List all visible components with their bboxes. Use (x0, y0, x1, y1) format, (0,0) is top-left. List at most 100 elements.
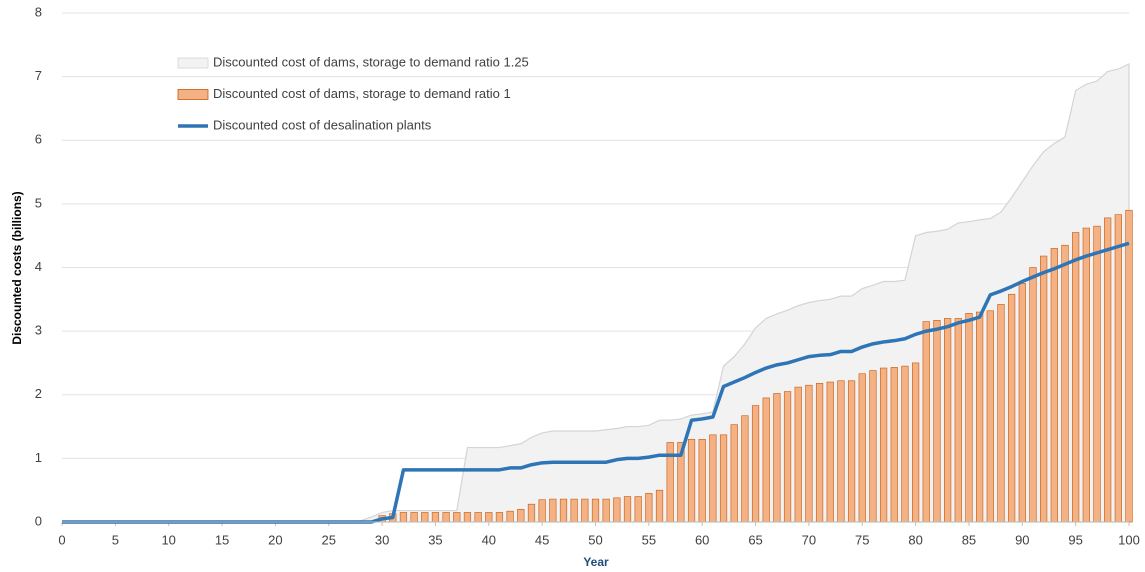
bar (1018, 283, 1026, 523)
bar (933, 320, 941, 523)
bar (453, 512, 461, 523)
x-tick-label: 60 (695, 532, 709, 547)
bar (1082, 227, 1090, 523)
legend-label: Discounted cost of dams, storage to dema… (213, 54, 529, 69)
bar (421, 512, 429, 523)
x-tick-label: 65 (748, 532, 762, 547)
bar (847, 380, 856, 523)
y-tick-label: 8 (35, 4, 42, 19)
x-tick-label: 45 (535, 532, 549, 547)
x-tick-label: 5 (112, 532, 119, 547)
bar (1104, 217, 1112, 523)
bar (506, 510, 514, 523)
bar (645, 493, 653, 523)
bar (602, 498, 610, 523)
bar (623, 496, 632, 523)
bar (431, 512, 440, 523)
bar (751, 405, 760, 523)
bar (997, 304, 1005, 523)
bar (911, 362, 920, 523)
bar (538, 499, 546, 523)
y-tick-label: 1 (35, 450, 42, 465)
bar (719, 434, 728, 523)
y-tick-label: 6 (35, 132, 42, 147)
bar (783, 391, 792, 523)
x-tick-label: 50 (588, 532, 602, 547)
legend-swatch (177, 57, 209, 69)
y-tick-label: 0 (35, 513, 42, 528)
x-tick-label: 90 (1015, 532, 1029, 547)
x-tick-label: 80 (908, 532, 922, 547)
bar (1008, 293, 1016, 523)
y-tick-label: 3 (35, 323, 42, 338)
x-tick-label: 85 (962, 532, 976, 547)
legend: Discounted cost of dams, storage to dema… (177, 54, 529, 132)
bar (613, 497, 621, 523)
x-tick-label: 40 (482, 532, 496, 547)
bar (922, 321, 930, 523)
bar (549, 498, 557, 523)
x-tick-label: 10 (161, 532, 175, 547)
x-tick-label: 55 (642, 532, 656, 547)
bar (986, 310, 994, 523)
bar (805, 384, 813, 523)
x-tick-label: 0 (58, 532, 65, 547)
y-axis-label: Discounted costs (billions) (10, 191, 24, 344)
bar (954, 318, 962, 523)
x-tick-label: 95 (1068, 532, 1082, 547)
bar (901, 365, 909, 523)
bar (410, 512, 418, 523)
bar (762, 397, 770, 523)
bar (485, 512, 493, 523)
x-tick-label: 35 (428, 532, 442, 547)
bar (965, 313, 973, 523)
y-tick-label: 4 (35, 259, 42, 274)
bar (399, 512, 408, 523)
bar (570, 498, 578, 523)
bar (559, 498, 568, 523)
bar (869, 370, 877, 523)
bar (698, 438, 706, 523)
bar (1040, 255, 1048, 523)
y-tick-label: 7 (35, 68, 42, 83)
x-tick-label: 15 (215, 532, 229, 547)
bar (527, 503, 536, 523)
x-tick-label: 30 (375, 532, 389, 547)
bar (442, 512, 450, 523)
bar (741, 415, 749, 523)
bar (581, 498, 589, 523)
legend-label: Discounted cost of desalination plants (213, 117, 432, 132)
bar (1050, 248, 1058, 523)
bar (474, 512, 482, 523)
x-tick-label: 75 (855, 532, 869, 547)
bar (1114, 214, 1122, 523)
bar (517, 508, 525, 523)
x-tick-label: 20 (268, 532, 282, 547)
y-tick-label: 2 (35, 386, 42, 401)
bar (1093, 225, 1101, 523)
bar (730, 424, 738, 523)
y-tick-label: 5 (35, 195, 42, 210)
bar (890, 367, 898, 523)
bar (1125, 209, 1133, 523)
bar (858, 373, 866, 523)
bar (944, 318, 952, 523)
x-tick-label: 100 (1118, 532, 1140, 547)
legend-swatch (177, 89, 209, 100)
bar (773, 393, 781, 523)
bar (794, 386, 802, 523)
bar (976, 311, 984, 523)
bar (634, 496, 642, 523)
bar (815, 382, 824, 523)
bar (1029, 267, 1037, 523)
bar (495, 512, 504, 523)
bar (687, 438, 696, 523)
bar (463, 512, 472, 523)
bar (1072, 232, 1080, 523)
legend-label: Discounted cost of dams, storage to dema… (213, 86, 511, 101)
bar (1061, 244, 1069, 523)
bar (837, 380, 845, 523)
bar (709, 434, 717, 523)
bar (826, 381, 834, 523)
